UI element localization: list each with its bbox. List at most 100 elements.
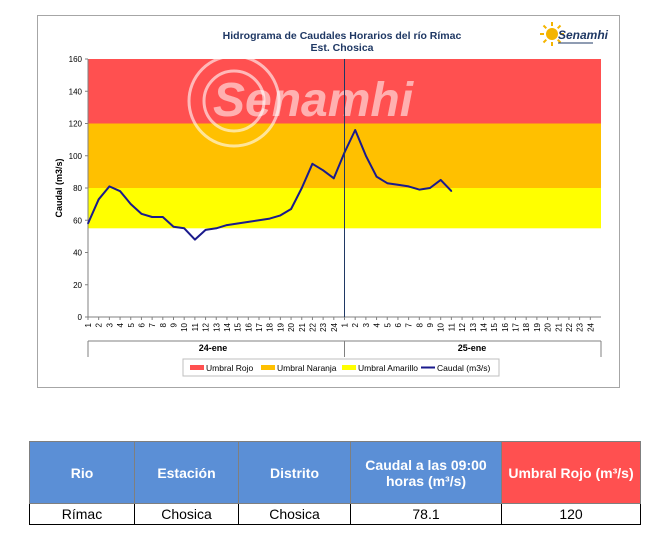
x-tick-label: 9 (426, 322, 435, 327)
legend-swatch-rojo (190, 365, 204, 370)
x-tick-label: 7 (405, 322, 414, 327)
header-rio: Rio (29, 441, 135, 504)
y-tick-label: 60 (73, 216, 82, 225)
data-point (279, 214, 282, 217)
x-tick-label: 23 (319, 322, 328, 331)
x-tick-label: 2 (95, 322, 104, 327)
data-point (151, 216, 153, 218)
data-point (97, 198, 100, 201)
logo-text: Senamhi (558, 28, 609, 42)
header-umbral-rojo: Umbral Rojo (m³/s) (501, 441, 641, 504)
data-point (300, 187, 303, 189)
y-tick-label: 80 (73, 184, 82, 193)
data-point (311, 163, 314, 165)
y-tick-label: 100 (69, 152, 83, 161)
x-tick-label: 3 (105, 322, 114, 327)
x-tick-label: 11 (447, 322, 456, 331)
cell-caudal: 78.1 (350, 503, 502, 525)
legend-swatch-amarillo (342, 365, 356, 370)
data-point (162, 216, 164, 218)
x-tick-label: 14 (223, 322, 232, 331)
data-point (418, 188, 421, 191)
x-tick-label: 8 (415, 322, 424, 327)
x-tick-label: 18 (522, 322, 531, 331)
data-point (183, 227, 185, 230)
header-distrito: Distrito (238, 441, 351, 504)
senamhi-watermark: Senamhi (187, 54, 415, 148)
legend-label-amarillo: Umbral Amarillo (358, 363, 418, 373)
x-tick-label: 18 (266, 322, 275, 331)
cell-umbral-rojo: 120 (501, 503, 641, 525)
y-axis-label: Caudal (m3/s) (54, 158, 64, 217)
data-point (236, 222, 239, 225)
x-tick-label: 1 (84, 322, 93, 327)
x-tick-label: 4 (116, 322, 125, 327)
x-tick-label: 20 (287, 322, 296, 331)
cell-rio: Rímac (29, 503, 135, 525)
y-tick-label: 0 (78, 313, 83, 322)
data-point (87, 222, 89, 225)
x-tick-label: 10 (180, 322, 189, 331)
cell-estacion: Chosica (134, 503, 239, 525)
data-point (450, 190, 453, 192)
sun-watermark-icon (187, 54, 281, 148)
day-label-2: 25-ene (458, 343, 487, 353)
x-tick-label: 19 (276, 322, 285, 331)
watermark-text: Senamhi (213, 74, 415, 127)
x-tick-label: 16 (501, 322, 510, 331)
x-tick-label: 15 (234, 322, 243, 331)
senamhi-logo: Senamhi (540, 22, 609, 46)
legend-label-naranja: Umbral Naranja (277, 363, 337, 373)
x-tick-label: 11 (191, 322, 200, 331)
x-tick-label: 12 (202, 322, 211, 331)
header-estacion: Estación (134, 441, 239, 504)
data-point (397, 183, 399, 186)
x-tick-label: 8 (159, 322, 168, 327)
cell-distrito: Chosica (238, 503, 351, 525)
x-tick-label: 17 (255, 322, 264, 331)
data-point (119, 190, 121, 193)
day-label-1: 24-ene (199, 343, 228, 353)
data-point (354, 129, 356, 131)
x-tick-label: 9 (170, 322, 179, 327)
x-tick-label: 17 (512, 322, 521, 331)
x-tick-label: 21 (298, 322, 307, 331)
data-point (439, 179, 442, 181)
legend: Umbral Rojo Umbral Naranja Umbral Amaril… (182, 358, 500, 377)
data-point (429, 187, 431, 189)
x-tick-label: 22 (565, 322, 574, 331)
sun-logo-icon (540, 22, 564, 46)
table-header-row: Rio Estación Distrito Caudal a las 09:00… (29, 441, 641, 504)
x-tick-label: 5 (383, 322, 392, 327)
x-tick-label: 23 (576, 322, 585, 331)
data-point (108, 185, 111, 188)
x-tick-label: 13 (469, 322, 478, 331)
y-tick-label: 160 (69, 55, 83, 64)
x-tick-label: 21 (554, 322, 563, 331)
y-tick-label: 20 (73, 281, 82, 290)
x-tick-label: 14 (479, 322, 488, 331)
data-point (129, 203, 132, 205)
data-point (322, 169, 324, 172)
x-tick-label: 7 (148, 322, 157, 327)
x-tick-label: 5 (127, 322, 136, 327)
chart-subtitle: Est. Chosica (310, 42, 373, 54)
x-tick-label: 22 (308, 322, 317, 331)
y-tick-label: 140 (69, 87, 83, 96)
data-point (258, 219, 260, 222)
y-tick-label: 40 (73, 249, 82, 258)
x-tick-label: 24 (586, 322, 595, 331)
data-point (386, 182, 389, 184)
x-ticks: 1 2 3 4 5 6 7 8 9 10 11 12 13 14 15 16 17 18 19 20 21 22 23 24 1… (84, 317, 602, 357)
x-tick-label: 20 (544, 322, 553, 331)
data-point (140, 213, 143, 215)
table-row: Rímac Chosica Chosica 78.1 120 (29, 503, 641, 525)
x-tick-label: 1 (341, 322, 350, 327)
data-point (290, 208, 292, 210)
x-tick-label: 6 (137, 322, 146, 327)
x-tick-label: 4 (373, 322, 382, 327)
x-tick-label: 6 (394, 322, 403, 327)
data-point (375, 175, 378, 178)
y-ticks: 0 20 40 60 80 100 120 140 160 (69, 55, 88, 322)
